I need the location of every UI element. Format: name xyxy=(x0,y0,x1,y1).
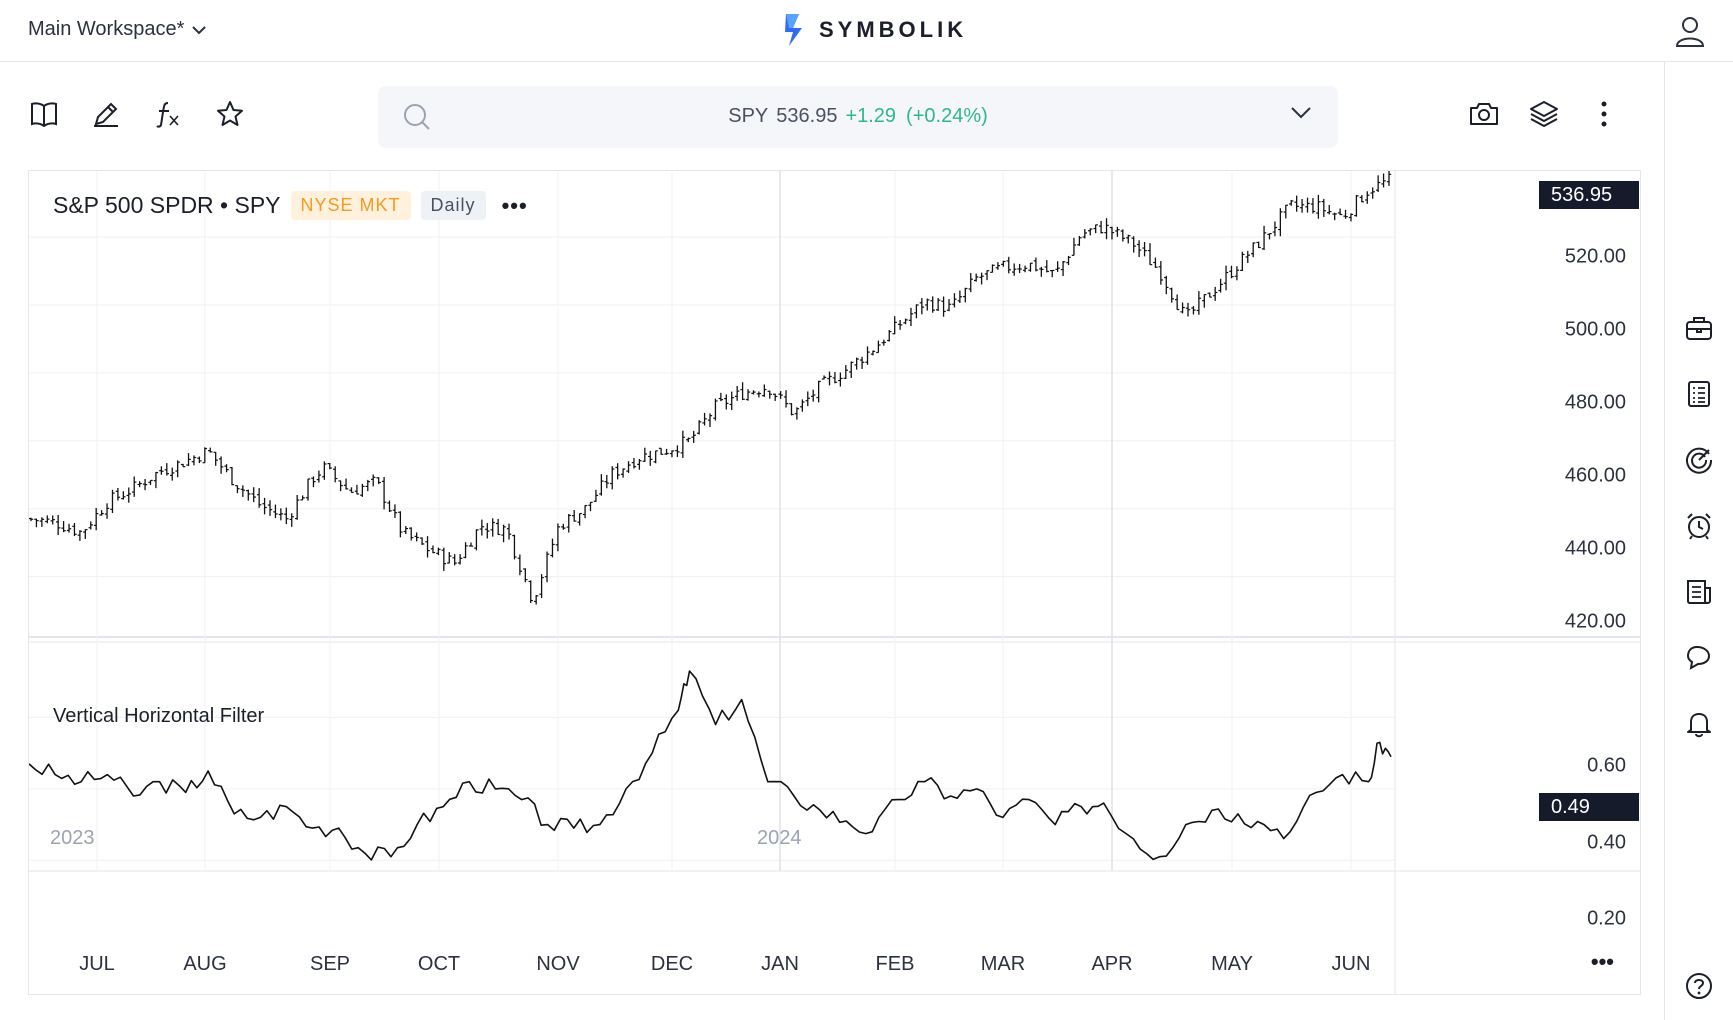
chart-panel[interactable]: S&P 500 SPDR • SPY NYSE MKT Daily ••• Ve… xyxy=(28,170,1641,995)
more-options-button[interactable] xyxy=(1588,98,1620,130)
help-button[interactable] xyxy=(1683,970,1715,1002)
indicator-label-040: 0.40 xyxy=(1587,831,1626,854)
pencil-icon xyxy=(94,102,118,127)
chevron-down-icon[interactable] xyxy=(1290,106,1312,120)
favorite-button[interactable] xyxy=(214,98,246,130)
draw-button[interactable] xyxy=(90,98,122,130)
star-icon xyxy=(217,101,243,126)
price-label-500: 500.00 xyxy=(1564,318,1626,341)
symbol-search[interactable]: SPY 536.95 +1.29 (+0.24%) xyxy=(378,86,1338,148)
exchange-badge: NYSE MKT xyxy=(290,191,411,220)
month-label-mar: MAR xyxy=(980,953,1026,975)
month-label-jun: JUN xyxy=(1331,953,1371,975)
chevron-down-icon xyxy=(192,25,207,34)
chart-toolbar-right xyxy=(1468,98,1620,130)
brand-logo: SYMBOLIK xyxy=(783,12,967,48)
quote-symbol: SPY xyxy=(728,105,769,127)
signals-button[interactable] xyxy=(1683,444,1715,476)
month-label-dec: DEC xyxy=(650,953,694,975)
quote-change-percent: (+0.24%) xyxy=(906,105,988,127)
workspace-selector[interactable]: Main Workspace* xyxy=(28,18,207,41)
watchlist-button[interactable] xyxy=(1683,378,1715,410)
quote-price: 536.95 xyxy=(776,105,838,127)
kebab-icon xyxy=(1601,101,1607,127)
month-label-aug: AUG xyxy=(183,953,227,975)
book-icon xyxy=(31,102,57,127)
snapshot-button[interactable] xyxy=(1468,98,1500,130)
gauge-icon xyxy=(1686,447,1713,474)
chart-canvas[interactable] xyxy=(29,171,1640,994)
book-button[interactable] xyxy=(28,98,60,130)
price-label-460: 460.00 xyxy=(1564,464,1626,487)
workspace-label: Main Workspace* xyxy=(28,18,185,40)
right-sidebar xyxy=(1664,62,1733,1020)
news-icon xyxy=(1687,580,1711,604)
symbolik-logo-icon xyxy=(785,14,802,46)
month-label-sep: SEP xyxy=(309,953,351,975)
alerts-clock-button[interactable] xyxy=(1683,510,1715,542)
portfolio-button[interactable] xyxy=(1683,312,1715,344)
year-label-2024: 2024 xyxy=(757,827,802,849)
price-label-480: 480.00 xyxy=(1564,391,1626,414)
chart-toolbar-left xyxy=(28,98,246,130)
legend-more-button[interactable]: ••• xyxy=(501,192,528,218)
chart-legend: S&P 500 SPDR • SPY NYSE MKT Daily ••• xyxy=(53,191,528,220)
month-label-nov: NOV xyxy=(536,953,580,975)
month-label-may: MAY xyxy=(1211,953,1253,975)
indicators-button[interactable] xyxy=(152,98,184,130)
quote-summary: SPY 536.95 +1.29 (+0.24%) xyxy=(378,105,1338,128)
alarm-icon xyxy=(1687,513,1711,540)
quote-change: +1.29 xyxy=(845,105,897,127)
news-button[interactable] xyxy=(1683,576,1715,608)
layers-button[interactable] xyxy=(1528,98,1560,130)
chat-icon xyxy=(1686,645,1711,670)
last-indicator-badge: 0.49 xyxy=(1539,793,1639,821)
price-label-420: 420.00 xyxy=(1564,610,1626,633)
chat-button[interactable] xyxy=(1683,642,1715,674)
year-label-2023: 2023 xyxy=(50,827,95,849)
month-label-jan: JAN xyxy=(761,953,799,975)
indicator-label-060: 0.60 xyxy=(1587,754,1626,777)
user-account-button[interactable] xyxy=(1673,14,1707,48)
month-label-jul: JUL xyxy=(79,953,115,975)
layers-icon xyxy=(1530,101,1558,127)
search-icon xyxy=(404,104,430,130)
top-bar: Main Workspace* SYMBOLIK xyxy=(0,0,1733,62)
camera-icon xyxy=(1470,103,1498,125)
instrument-title: S&P 500 SPDR • SPY xyxy=(53,192,281,218)
notifications-button[interactable] xyxy=(1683,708,1715,740)
last-price-badge: 536.95 xyxy=(1539,181,1639,209)
price-label-440: 440.00 xyxy=(1564,537,1626,560)
user-icon xyxy=(1675,17,1705,47)
month-label-apr: APR xyxy=(1091,953,1133,975)
indicator-label-020: 0.20 xyxy=(1587,907,1626,930)
month-label-oct: OCT xyxy=(417,953,461,975)
function-icon xyxy=(156,102,179,128)
indicator-title: Vertical Horizontal Filter xyxy=(53,705,265,727)
price-label-520: 520.00 xyxy=(1564,245,1626,268)
briefcase-icon xyxy=(1686,317,1712,340)
axis-more-button[interactable]: ••• xyxy=(1590,949,1614,974)
list-icon xyxy=(1688,381,1710,407)
interval-badge[interactable]: Daily xyxy=(420,191,486,220)
help-icon xyxy=(1686,973,1712,999)
bell-icon xyxy=(1687,713,1711,738)
brand-name: SYMBOLIK xyxy=(819,17,968,42)
month-label-feb: FEB xyxy=(875,953,915,975)
vhf-line xyxy=(29,670,1392,861)
